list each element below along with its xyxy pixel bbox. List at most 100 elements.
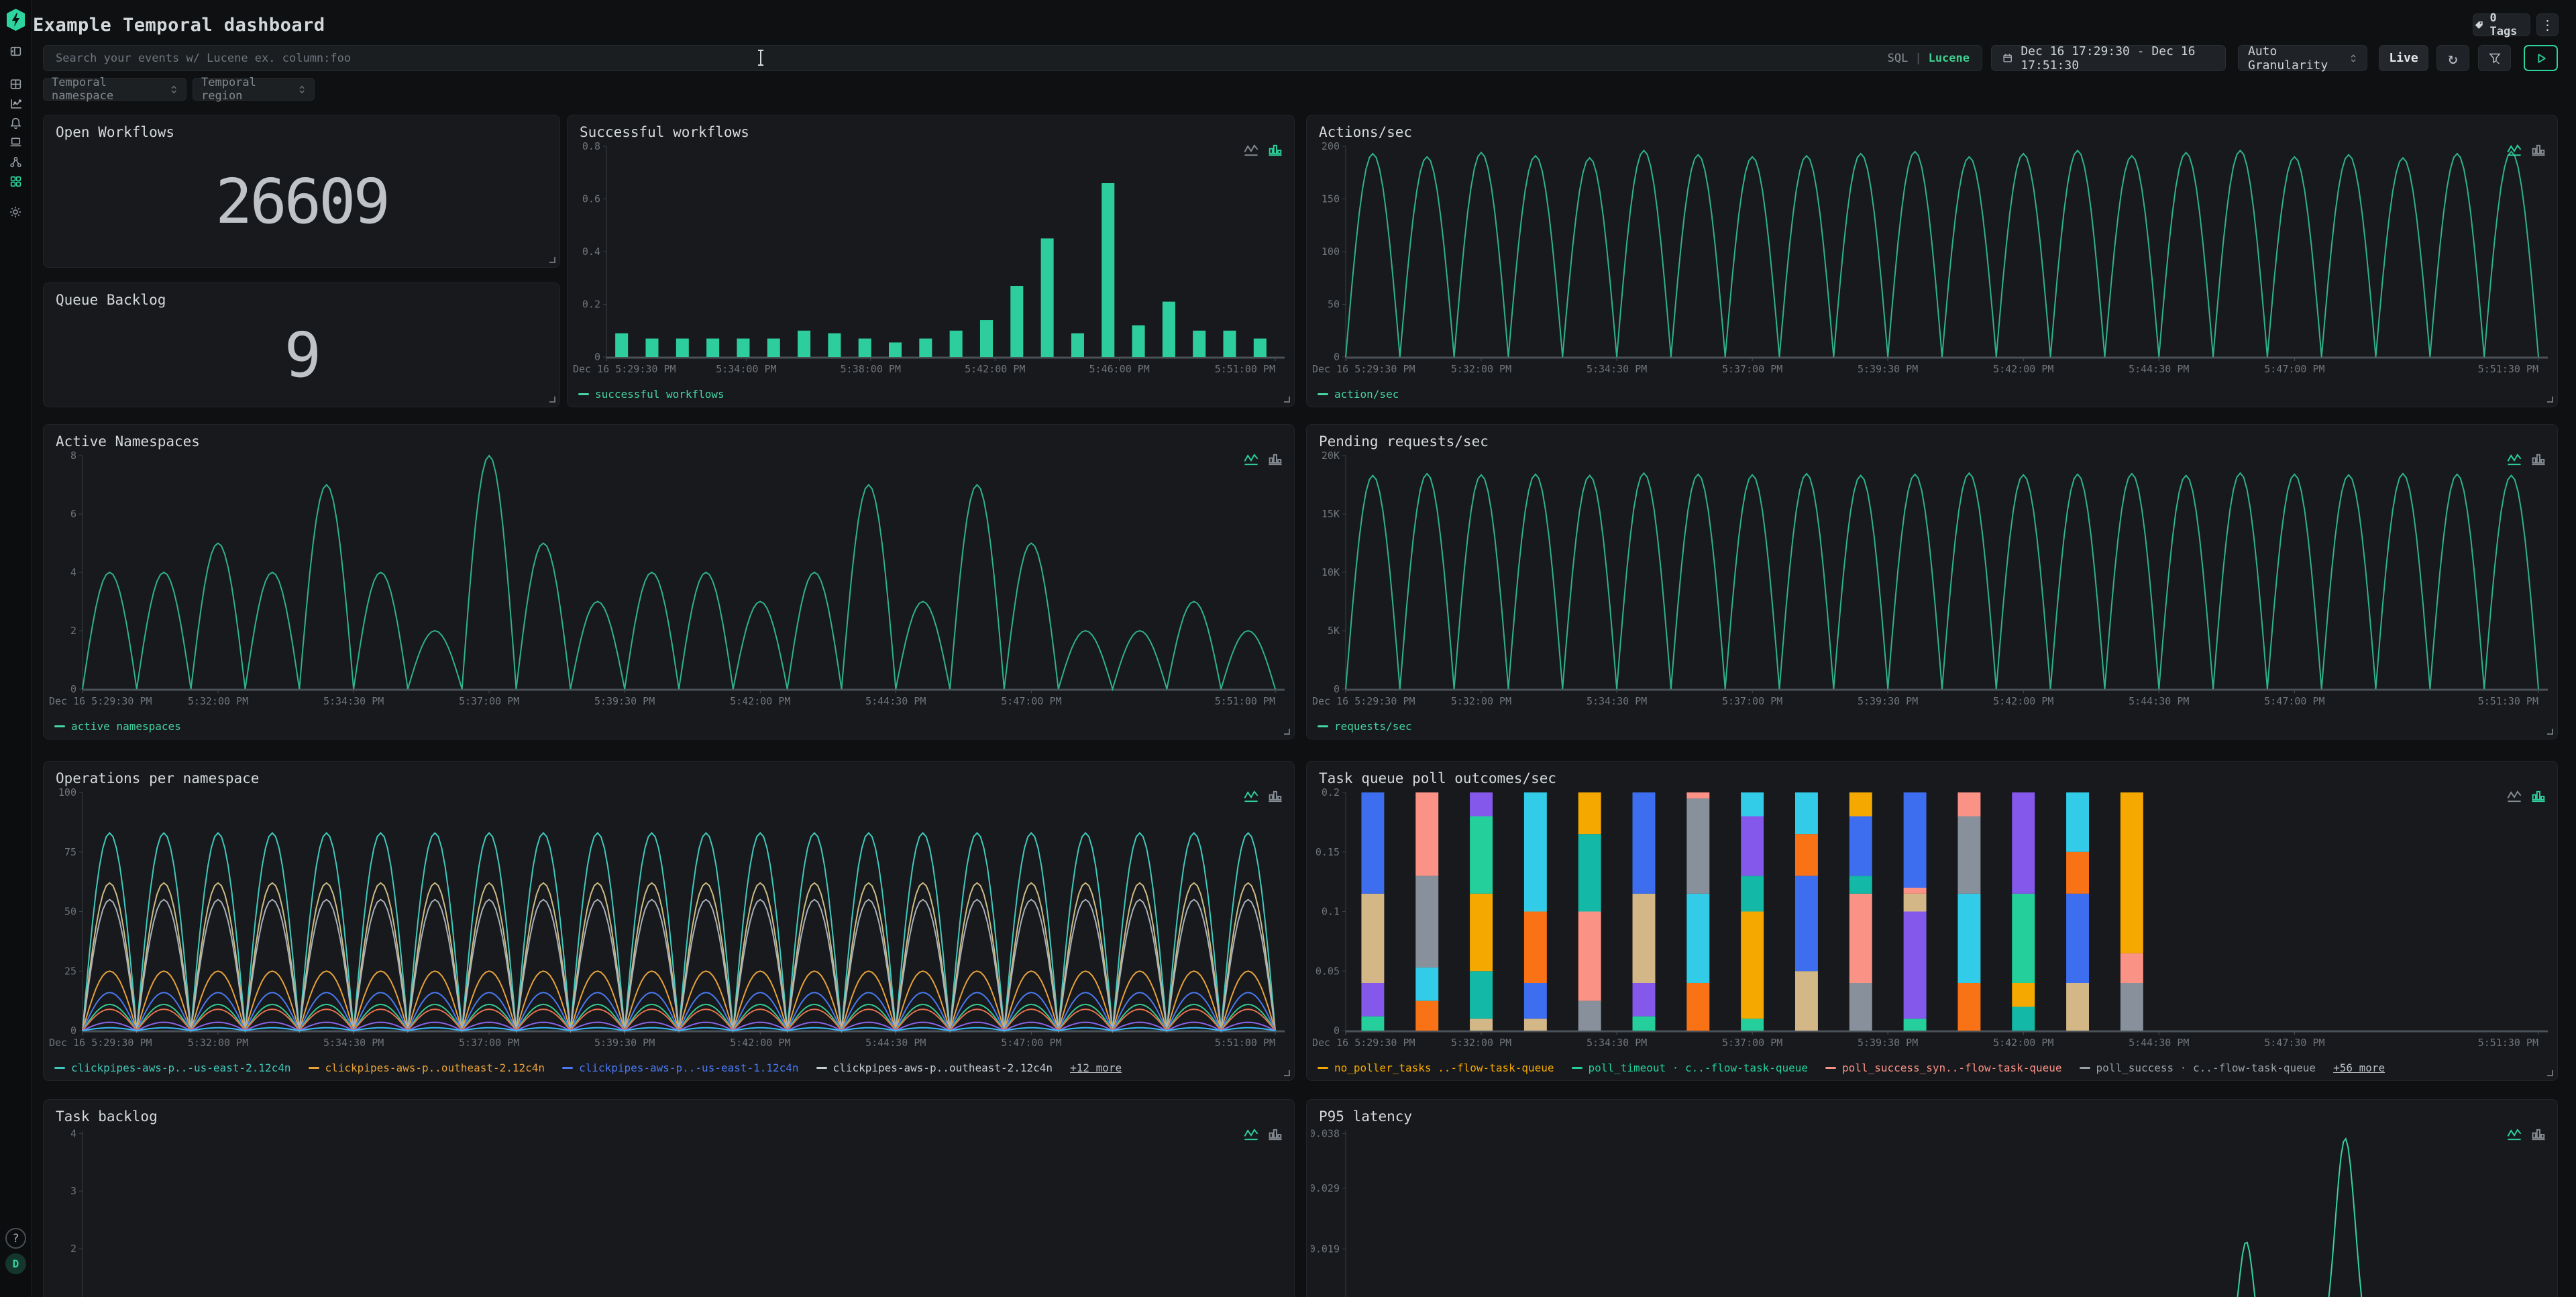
live-button[interactable]: Live bbox=[2379, 45, 2428, 71]
p95-latency-chart[interactable]: 0.0380.0290.019 bbox=[1311, 1123, 2551, 1297]
search-input[interactable] bbox=[44, 46, 1888, 70]
legend-item[interactable]: active namespaces bbox=[54, 720, 181, 733]
avatar[interactable]: D bbox=[5, 1253, 26, 1274]
legend-item[interactable]: no_poller_tasks ..-flow-task-queue bbox=[1318, 1061, 1554, 1074]
resize-handle[interactable] bbox=[549, 397, 555, 403]
dashboards-grid-icon[interactable] bbox=[4, 170, 27, 193]
panel-toggle-icon[interactable] bbox=[4, 40, 27, 62]
line-chart-toggle-icon[interactable] bbox=[2506, 788, 2522, 805]
panel-title: Queue Backlog bbox=[56, 292, 166, 308]
resize-handle[interactable] bbox=[1284, 1070, 1290, 1076]
chart-legend: no_poller_tasks ..-flow-task-queue poll_t… bbox=[1318, 1061, 2385, 1074]
legend-item[interactable]: poll_success · c..-flow-task-queue bbox=[2080, 1061, 2316, 1074]
legend-more-link[interactable]: +56 more bbox=[2333, 1061, 2385, 1074]
line-chart-toggle-icon[interactable] bbox=[1243, 142, 1259, 158]
svg-text:5:47:30 PM: 5:47:30 PM bbox=[2264, 1037, 2324, 1049]
sessions-laptop-icon[interactable] bbox=[4, 130, 27, 153]
line-chart-toggle-icon[interactable] bbox=[1243, 452, 1259, 468]
svg-text:5:44:30 PM: 5:44:30 PM bbox=[2129, 363, 2189, 375]
svg-text:6: 6 bbox=[70, 508, 76, 520]
app-logo-icon[interactable] bbox=[7, 9, 25, 31]
svg-text:5K: 5K bbox=[1328, 625, 1340, 637]
legend-item[interactable]: poll_success_syn..-flow-task-queue bbox=[1825, 1061, 2062, 1074]
svg-text:0: 0 bbox=[594, 351, 600, 363]
legend-item[interactable]: requests/sec bbox=[1318, 720, 1412, 733]
svg-text:5:37:00 PM: 5:37:00 PM bbox=[1722, 363, 1782, 375]
resize-handle[interactable] bbox=[2547, 729, 2553, 735]
page-title: Example Temporal dashboard bbox=[33, 15, 325, 36]
legend-swatch bbox=[578, 393, 589, 395]
active-namespaces-chart[interactable]: 86420Dec 16 5:29:30 PM5:32:00 PM5:34:30 … bbox=[48, 448, 1287, 709]
live-label: Live bbox=[2389, 51, 2418, 65]
successful-workflows-chart[interactable]: 0.80.60.40.20Dec 16 5:29:30 PM5:34:00 PM… bbox=[572, 138, 1287, 377]
granularity-select[interactable]: Auto Granularity bbox=[2238, 45, 2367, 71]
legend-item[interactable]: action/sec bbox=[1318, 388, 1399, 401]
svg-text:5:47:00 PM: 5:47:00 PM bbox=[1001, 695, 1061, 707]
legend-item[interactable]: poll_timeout · c..-flow-task-queue bbox=[1572, 1061, 1809, 1074]
line-chart-toggle-icon[interactable] bbox=[2506, 142, 2522, 158]
time-range-picker[interactable]: Dec 16 17:29:30 - Dec 16 17:51:30 bbox=[1991, 45, 2226, 71]
lucene-toggle[interactable]: Lucene bbox=[1929, 52, 1970, 65]
legend-swatch bbox=[2080, 1067, 2090, 1069]
line-chart-toggle-icon[interactable] bbox=[1243, 788, 1259, 805]
resize-handle[interactable] bbox=[1284, 397, 1290, 403]
line-chart-toggle-icon[interactable] bbox=[1243, 1127, 1259, 1143]
settings-gear-icon[interactable] bbox=[4, 201, 27, 223]
bar-chart-toggle-icon[interactable] bbox=[1267, 1127, 1283, 1143]
kebab-menu-button[interactable]: ⋮ bbox=[2536, 13, 2559, 36]
granularity-value: Auto Granularity bbox=[2248, 44, 2349, 72]
legend-item[interactable]: clickpipes-aws-p..outheast-2.12c4n bbox=[816, 1061, 1053, 1074]
query-language-toggle[interactable]: SQL | Lucene bbox=[1888, 52, 1982, 65]
pending-requests-chart[interactable]: 20K15K10K5K0Dec 16 5:29:30 PM5:32:00 PM5… bbox=[1311, 448, 2551, 709]
bar-chart-toggle-icon[interactable] bbox=[1267, 452, 1283, 468]
legend-swatch bbox=[1572, 1067, 1582, 1069]
temporal-region-filter[interactable]: Temporal region bbox=[193, 78, 315, 101]
operations-per-namespace-chart[interactable]: 1007550250Dec 16 5:29:30 PM5:32:00 PM5:3… bbox=[48, 784, 1287, 1051]
resize-handle[interactable] bbox=[549, 257, 555, 263]
legend-swatch bbox=[1318, 725, 1328, 727]
task-backlog-chart[interactable]: 432 bbox=[48, 1123, 1287, 1297]
resize-handle[interactable] bbox=[1284, 729, 1290, 735]
svg-text:5:37:00 PM: 5:37:00 PM bbox=[1722, 1037, 1782, 1049]
svg-text:15K: 15K bbox=[1322, 508, 1340, 520]
legend-item[interactable]: clickpipes-aws-p..-us-east-2.12c4n bbox=[54, 1061, 291, 1074]
bar-chart-toggle-icon[interactable] bbox=[2530, 142, 2546, 158]
temporal-namespace-filter[interactable]: Temporal namespace bbox=[43, 78, 186, 101]
legend-label: no_poller_tasks ..-flow-task-queue bbox=[1334, 1061, 1554, 1074]
legend-item[interactable]: clickpipes-aws-p..-us-east-1.12c4n bbox=[562, 1061, 799, 1074]
filter-funnel-button[interactable] bbox=[2478, 45, 2511, 71]
actions-sec-chart[interactable]: 200150100500Dec 16 5:29:30 PM5:32:00 PM5… bbox=[1311, 138, 2551, 377]
run-query-button[interactable] bbox=[2524, 45, 2558, 71]
refresh-button[interactable]: ↻ bbox=[2436, 45, 2469, 71]
legend-swatch bbox=[816, 1067, 827, 1069]
line-chart-toggle-icon[interactable] bbox=[2506, 452, 2522, 468]
legend-item[interactable]: clickpipes-aws-p..outheast-2.12c4n bbox=[309, 1061, 545, 1074]
task-queue-poll-chart[interactable]: 0.20.150.10.050Dec 16 5:29:30 PM5:32:00 … bbox=[1311, 784, 2551, 1051]
svg-text:Dec 16 5:29:30 PM: Dec 16 5:29:30 PM bbox=[573, 363, 676, 375]
legend-item[interactable]: successful workflows bbox=[578, 388, 724, 401]
legend-more-link[interactable]: +12 more bbox=[1070, 1061, 1122, 1074]
namespace-filter-label: Temporal namespace bbox=[52, 76, 170, 103]
sql-toggle[interactable]: SQL bbox=[1888, 52, 1909, 65]
panel-active-namespaces: Active Namespaces 86420Dec 16 5:29:30 PM… bbox=[43, 424, 1295, 739]
bar-chart-toggle-icon[interactable] bbox=[1267, 788, 1283, 805]
help-button[interactable]: ? bbox=[5, 1228, 26, 1249]
svg-text:5:51:00 PM: 5:51:00 PM bbox=[1215, 1037, 1275, 1049]
svg-text:5:37:00 PM: 5:37:00 PM bbox=[459, 695, 519, 707]
help-label: ? bbox=[12, 1232, 19, 1245]
legend-label: clickpipes-aws-p..outheast-2.12c4n bbox=[325, 1061, 545, 1074]
resize-handle[interactable] bbox=[2547, 1070, 2553, 1076]
legend-label: action/sec bbox=[1334, 388, 1399, 401]
bar-chart-toggle-icon[interactable] bbox=[2530, 788, 2546, 805]
chart-legend: action/sec bbox=[1318, 388, 1399, 401]
bar-chart-toggle-icon[interactable] bbox=[1267, 142, 1283, 158]
panel-operations-per-namespace: Operations per namespace 1007550250Dec 1… bbox=[43, 761, 1295, 1081]
line-chart-toggle-icon[interactable] bbox=[2506, 1127, 2522, 1143]
chevron-updown-icon bbox=[298, 85, 306, 95]
bar-chart-toggle-icon[interactable] bbox=[2530, 452, 2546, 468]
svg-text:5:32:00 PM: 5:32:00 PM bbox=[188, 695, 248, 707]
bar-chart-toggle-icon[interactable] bbox=[2530, 1127, 2546, 1143]
resize-handle[interactable] bbox=[2547, 397, 2553, 403]
svg-text:Dec 16 5:29:30 PM: Dec 16 5:29:30 PM bbox=[1312, 363, 1415, 375]
tags-button[interactable]: 0 Tags bbox=[2473, 13, 2530, 36]
